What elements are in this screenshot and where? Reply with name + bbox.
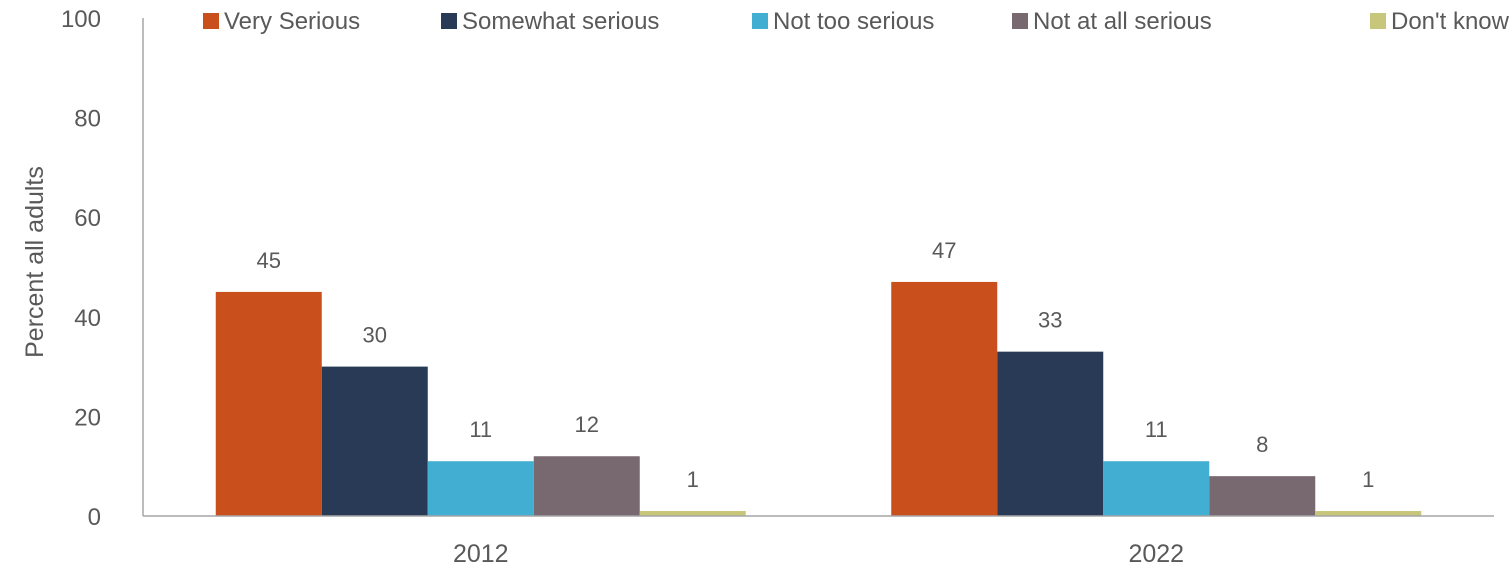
data-labels: 45 30 11 12 1 47 33 11 8 1 xyxy=(257,238,1375,492)
y-tick-label: 60 xyxy=(74,205,101,232)
bar xyxy=(427,461,534,516)
data-label: 30 xyxy=(363,323,387,348)
x-tick-label: 2012 xyxy=(453,540,509,568)
bar xyxy=(1103,461,1210,516)
legend-item-label: Don't know xyxy=(1391,8,1510,35)
y-axis: 0 20 40 60 80 100 xyxy=(61,6,144,531)
legend-item-label: Somewhat serious xyxy=(462,8,659,35)
data-label: 11 xyxy=(1145,417,1168,442)
x-tick-label: 2022 xyxy=(1128,540,1184,568)
data-label: 1 xyxy=(1362,467,1374,492)
legend: Very Serious Somewhat serious Not too seri… xyxy=(203,8,1510,35)
data-label: 47 xyxy=(932,238,956,263)
data-label: 8 xyxy=(1256,432,1268,457)
legend-item-label: Very Serious xyxy=(224,8,360,35)
bar xyxy=(321,366,428,516)
bar xyxy=(1209,476,1316,516)
y-tick-label: 20 xyxy=(74,404,101,431)
bars xyxy=(215,281,1422,516)
legend-item-label: Not at all serious xyxy=(1033,8,1212,35)
data-label: 1 xyxy=(687,467,699,492)
bar xyxy=(215,291,322,516)
x-axis: 2012 2022 xyxy=(143,515,1494,568)
data-label: 11 xyxy=(469,417,492,442)
bar xyxy=(533,456,640,516)
legend-swatch xyxy=(752,13,768,29)
y-axis-title: Percent all adults xyxy=(21,166,49,358)
y-tick-label: 100 xyxy=(61,6,101,33)
bar xyxy=(997,351,1104,516)
y-tick-label: 80 xyxy=(74,106,101,133)
data-label: 12 xyxy=(575,412,599,437)
legend-swatch xyxy=(1012,13,1028,29)
bar xyxy=(639,511,746,516)
y-tick-label: 40 xyxy=(74,305,101,332)
data-label: 33 xyxy=(1038,308,1062,333)
y-tick-label: 0 xyxy=(88,504,101,531)
bar xyxy=(891,281,998,516)
data-label: 45 xyxy=(257,248,281,273)
bar xyxy=(1315,511,1422,516)
legend-swatch xyxy=(203,13,219,29)
legend-swatch xyxy=(441,13,457,29)
legend-swatch xyxy=(1370,13,1386,29)
legend-item-label: Not too serious xyxy=(773,8,934,35)
